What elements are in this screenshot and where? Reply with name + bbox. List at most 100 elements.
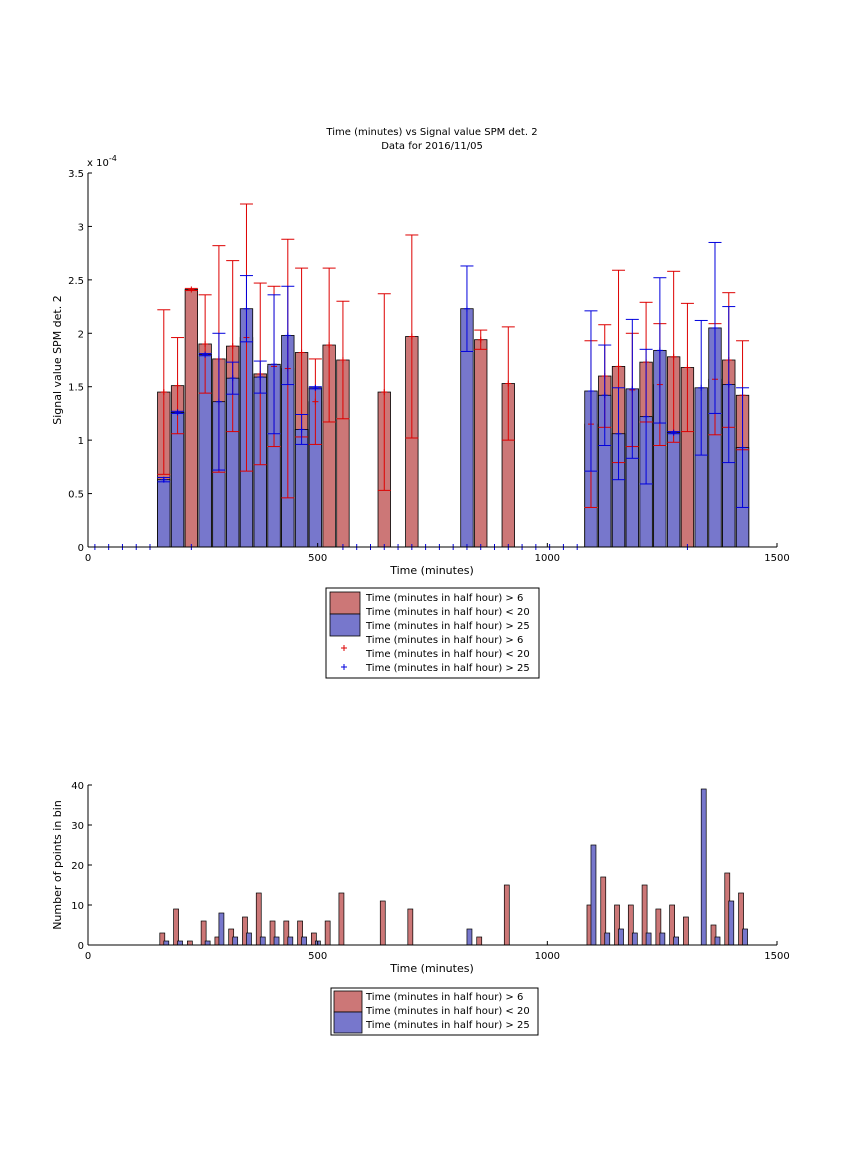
chart1-mean-marker-blue xyxy=(463,305,470,312)
chart1-mean-marker-blue xyxy=(656,347,663,354)
chart2-x-tick-label: 500 xyxy=(308,951,327,962)
chart2-legend: Time (minutes in half hour) > 6 Time (mi… xyxy=(330,987,539,1036)
chart2-bar-red xyxy=(503,884,510,946)
chart1-x-tick-label: 1500 xyxy=(764,553,789,564)
chart2-bar-blue xyxy=(631,932,638,946)
legend1-entry-5: Time (minutes in half hour) < 20 xyxy=(365,649,530,660)
chart1-y-tick-label: 3.5 xyxy=(68,169,84,180)
chart1-mean-marker-blue xyxy=(739,444,746,451)
chart1-mean-marker-blue xyxy=(670,429,677,436)
chart1-mean-marker-red xyxy=(202,340,209,347)
chart2-bar-red xyxy=(407,908,414,946)
chart1-bar-red xyxy=(474,339,488,548)
chart1-mean-marker-blue xyxy=(643,413,650,420)
legend-red-plus-marker xyxy=(341,645,347,651)
chart1-mean-marker-red xyxy=(326,342,333,349)
chart2-bar-blue xyxy=(645,932,652,946)
chart1-y-tick-label: 1 xyxy=(78,436,84,447)
chart2-bar-blue xyxy=(466,928,473,946)
chart1-mean-marker-blue xyxy=(257,374,264,381)
chart2-x-tick-label: 1000 xyxy=(535,951,560,962)
chart2-x-tick-label: 1500 xyxy=(764,951,789,962)
chart1-ylabel: Signal value SPM det. 2 xyxy=(51,295,64,425)
chart2-y-tick-label: 20 xyxy=(71,861,84,872)
chart1-errorbars xyxy=(91,203,750,550)
chart2-bar-red xyxy=(683,916,689,946)
chart1-mean-marker-blue xyxy=(284,332,291,339)
chart2-bar-blue xyxy=(163,940,170,946)
chart2-bar-blue xyxy=(246,932,252,946)
chart2-bar-red xyxy=(476,936,483,946)
chart1-y-tick-label: 0 xyxy=(78,543,84,554)
chart1-mean-marker-blue xyxy=(298,426,305,433)
chart2-y-tick-label: 40 xyxy=(71,781,84,792)
legend2-swatch-blue xyxy=(333,1011,363,1034)
chart2-bar-blue xyxy=(618,928,624,946)
chart1-mean-marker-red xyxy=(229,343,236,350)
chart1-mean-marker-red xyxy=(381,389,388,396)
chart1-mean-marker-blue xyxy=(160,476,167,483)
chart1-mean-marker-blue xyxy=(698,384,705,391)
chart2-bar-blue xyxy=(259,936,266,946)
chart2-bar-blue xyxy=(204,940,211,946)
legend1-entry-3: Time (minutes in half hour) > 25 xyxy=(365,621,530,632)
chart1-mean-marker-blue xyxy=(615,430,622,437)
chart1-xlabel: Time (minutes) xyxy=(389,564,474,577)
chart2-y-tick-label: 0 xyxy=(78,941,84,952)
chart1-mean-marker-blue xyxy=(215,398,222,405)
chart1-y-tick-label: 1.5 xyxy=(68,383,84,394)
chart1-mean-marker-red xyxy=(670,353,677,360)
chart1-mean-marker-red xyxy=(298,349,305,356)
chart1-y-tick-label: 2 xyxy=(78,329,84,340)
chart2-bar-blue xyxy=(232,936,239,946)
legend2-entry-1: Time (minutes in half hour) > 6 xyxy=(365,992,523,1003)
chart2-bar-red xyxy=(338,892,345,946)
chart1-mean-marker-blue xyxy=(629,385,636,392)
chart1-mean-marker-blue xyxy=(312,384,319,391)
chart1-mean-marker-red xyxy=(174,382,181,389)
chart2-bar-blue xyxy=(301,936,307,946)
chart1-y-tick-label: 0.5 xyxy=(68,490,84,501)
chart2-ylabel: Number of points in bin xyxy=(51,800,64,930)
chart2-bar-red xyxy=(379,900,386,946)
chart1-x-tick-label: 500 xyxy=(308,553,327,564)
chart2-bar-blue xyxy=(673,936,680,946)
chart1-title: Time (minutes) vs Signal value SPM det. … xyxy=(325,127,537,138)
chart1-mean-marker-blue xyxy=(271,361,278,368)
chart1-mean-marker-blue xyxy=(202,351,209,358)
chart1-bar-blue xyxy=(157,479,171,548)
chart1-mean-marker-blue xyxy=(229,375,236,382)
chart2-bar-blue xyxy=(273,936,280,946)
chart1-mean-marker-blue xyxy=(725,381,732,388)
legend-blue-plus-marker xyxy=(341,664,347,670)
chart2-bars xyxy=(159,788,748,946)
chart2-y-tick-label: 30 xyxy=(71,821,84,832)
chart2-bar-blue xyxy=(700,788,707,946)
chart1-mean-marker-blue xyxy=(711,324,718,331)
legend1-entry-4: Time (minutes in half hour) > 6 xyxy=(365,635,523,646)
chart1-bar-blue xyxy=(667,432,681,548)
legend-swatch-blue xyxy=(329,613,361,637)
chart2-bar-blue xyxy=(604,932,611,946)
chart2-bar-blue xyxy=(287,936,294,946)
chart1-exponent: x 10-4 xyxy=(87,154,117,169)
chart1-mean-marker-blue xyxy=(243,305,250,312)
chart2-bar-blue xyxy=(742,928,748,946)
chart2-x-tick-label: 0 xyxy=(85,951,91,962)
chart1-y-tick-label: 3 xyxy=(78,222,84,233)
chart2-bar-red xyxy=(187,940,193,946)
chart2-bar-blue xyxy=(659,932,666,946)
chart1-bar-red xyxy=(184,289,199,548)
chart2-bar-red xyxy=(173,908,179,946)
chart2-xlabel: Time (minutes) xyxy=(389,962,474,975)
chart1-mean-marker-red xyxy=(684,364,691,371)
chart1-mean-marker-blue xyxy=(601,392,608,399)
chart2-bar-blue xyxy=(177,940,183,946)
chart1-mean-marker-red xyxy=(408,333,415,340)
legend2-entry-3: Time (minutes in half hour) > 25 xyxy=(365,1020,530,1031)
chart2-bar-blue xyxy=(714,936,721,946)
chart2-y-tick-label: 10 xyxy=(71,901,84,912)
chart1-y-tick-label: 2.5 xyxy=(68,276,84,287)
chart1-mean-marker-red xyxy=(160,389,167,396)
